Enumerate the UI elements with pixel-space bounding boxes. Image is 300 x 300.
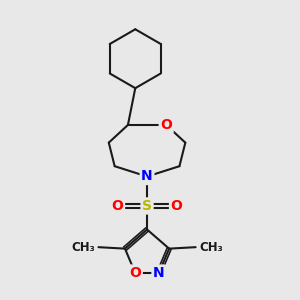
Text: O: O [129, 266, 141, 280]
Text: S: S [142, 199, 152, 213]
Text: O: O [171, 199, 182, 213]
Text: N: N [153, 266, 165, 280]
Text: CH₃: CH₃ [71, 241, 95, 254]
Text: CH₃: CH₃ [199, 241, 223, 254]
Text: O: O [160, 118, 172, 132]
Text: N: N [141, 169, 153, 184]
Text: O: O [112, 199, 124, 213]
